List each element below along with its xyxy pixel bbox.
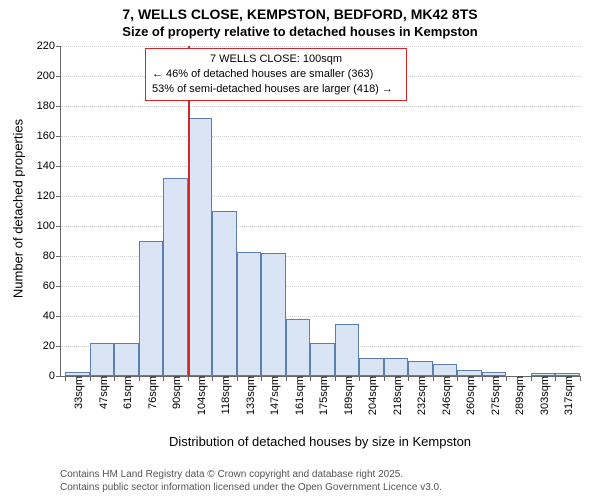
xtick-mark xyxy=(384,376,385,381)
xtick-mark xyxy=(188,376,189,381)
ytick-label: 40 xyxy=(43,310,61,322)
histogram-bar xyxy=(408,361,433,376)
footer-line2: Contains public sector information licen… xyxy=(60,481,442,494)
xtick-mark xyxy=(580,376,581,381)
annotation-box: 7 WELLS CLOSE: 100sqm← 46% of detached h… xyxy=(145,48,407,101)
xtick-mark xyxy=(139,376,140,381)
annotation-line: 7 WELLS CLOSE: 100sqm xyxy=(152,52,400,67)
gridline-h xyxy=(61,106,581,107)
xtick-mark xyxy=(261,376,262,381)
xtick-label: 33sqm xyxy=(69,376,85,409)
xtick-label: 161sqm xyxy=(290,376,306,415)
ytick-label: 60 xyxy=(43,280,61,292)
xtick-label: 232sqm xyxy=(412,376,428,415)
xtick-label: 189sqm xyxy=(339,376,355,415)
histogram-bar xyxy=(212,211,237,376)
xtick-mark xyxy=(506,376,507,381)
ytick-label: 140 xyxy=(37,160,61,172)
xtick-label: 147sqm xyxy=(265,376,281,415)
histogram-bar xyxy=(188,118,213,376)
xtick-label: 260sqm xyxy=(461,376,477,415)
xtick-label: 61sqm xyxy=(118,376,134,409)
xtick-label: 47sqm xyxy=(94,376,110,409)
xtick-label: 218sqm xyxy=(388,376,404,415)
histogram-bar xyxy=(286,319,311,376)
xtick-mark xyxy=(433,376,434,381)
ytick-label: 220 xyxy=(37,40,61,52)
histogram-bar xyxy=(261,253,286,376)
property-size-chart: 7, WELLS CLOSE, KEMPSTON, BEDFORD, MK42 … xyxy=(0,0,600,500)
xtick-label: 275sqm xyxy=(486,376,502,415)
ytick-label: 180 xyxy=(37,100,61,112)
histogram-bar xyxy=(90,343,115,376)
y-axis-label: Number of detached properties xyxy=(11,44,26,374)
histogram-bar xyxy=(433,364,458,376)
xtick-mark xyxy=(359,376,360,381)
histogram-bar xyxy=(335,324,360,377)
histogram-bar xyxy=(359,358,384,376)
xtick-label: 246sqm xyxy=(437,376,453,415)
histogram-bar xyxy=(310,343,335,376)
xtick-mark xyxy=(482,376,483,381)
annotation-line: ← 46% of detached houses are smaller (36… xyxy=(152,67,400,82)
xtick-label: 204sqm xyxy=(363,376,379,415)
xtick-mark xyxy=(531,376,532,381)
xtick-mark xyxy=(163,376,164,381)
xtick-label: 104sqm xyxy=(192,376,208,415)
xtick-mark xyxy=(310,376,311,381)
ytick-label: 0 xyxy=(49,370,61,382)
histogram-bar xyxy=(139,241,164,376)
gridline-h xyxy=(61,46,581,47)
gridline-h xyxy=(61,166,581,167)
footer-line1: Contains HM Land Registry data © Crown c… xyxy=(60,468,442,481)
xtick-mark xyxy=(457,376,458,381)
histogram-bar xyxy=(237,252,262,377)
x-axis-label: Distribution of detached houses by size … xyxy=(60,434,580,449)
xtick-mark xyxy=(286,376,287,381)
xtick-mark xyxy=(237,376,238,381)
xtick-label: 118sqm xyxy=(216,376,232,414)
xtick-mark xyxy=(555,376,556,381)
xtick-mark xyxy=(212,376,213,381)
xtick-mark xyxy=(114,376,115,381)
xtick-mark xyxy=(335,376,336,381)
histogram-bar xyxy=(384,358,409,376)
plot-area: 02040608010012014016018020022033sqm47sqm… xyxy=(60,46,581,377)
histogram-bar xyxy=(114,343,139,376)
footer-attribution: Contains HM Land Registry data © Crown c… xyxy=(60,468,442,494)
gridline-h xyxy=(61,226,581,227)
ytick-label: 200 xyxy=(37,70,61,82)
annotation-line: 53% of semi-detached houses are larger (… xyxy=(152,82,400,97)
xtick-mark xyxy=(90,376,91,381)
ytick-label: 80 xyxy=(43,250,61,262)
xtick-mark xyxy=(408,376,409,381)
ytick-label: 100 xyxy=(37,220,61,232)
histogram-bar xyxy=(163,178,188,376)
xtick-label: 90sqm xyxy=(167,376,183,409)
ytick-label: 20 xyxy=(43,340,61,352)
xtick-label: 303sqm xyxy=(535,376,551,415)
xtick-label: 289sqm xyxy=(510,376,526,415)
gridline-h xyxy=(61,136,581,137)
gridline-h xyxy=(61,196,581,197)
chart-title-line1: 7, WELLS CLOSE, KEMPSTON, BEDFORD, MK42 … xyxy=(0,6,600,22)
xtick-label: 175sqm xyxy=(314,376,330,415)
xtick-label: 317sqm xyxy=(559,376,575,415)
xtick-mark xyxy=(65,376,66,381)
ytick-label: 120 xyxy=(37,190,61,202)
ytick-label: 160 xyxy=(37,130,61,142)
chart-title-line2: Size of property relative to detached ho… xyxy=(0,24,600,39)
xtick-label: 133sqm xyxy=(241,376,257,415)
xtick-label: 76sqm xyxy=(143,376,159,409)
